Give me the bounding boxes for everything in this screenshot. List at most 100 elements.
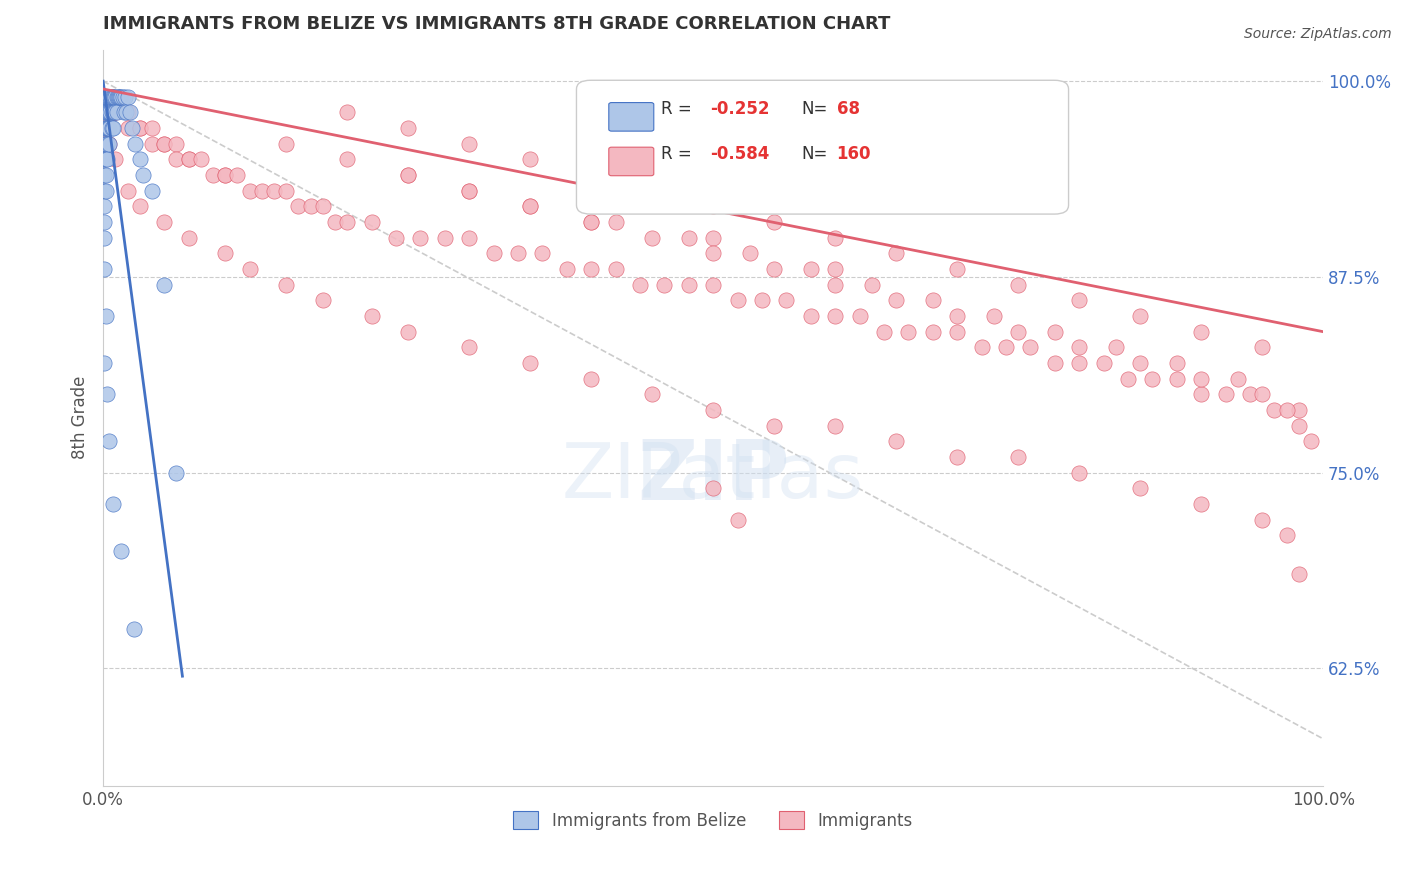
- Point: [112, 105, 135, 120]
- Point: [396, 325, 419, 339]
- Point: [214, 246, 236, 260]
- Point: [165, 136, 187, 151]
- Point: [96, 105, 118, 120]
- Point: [1129, 309, 1152, 323]
- Point: [104, 105, 127, 120]
- Point: [1189, 387, 1212, 401]
- Point: [1189, 325, 1212, 339]
- Point: [94, 90, 117, 104]
- Point: [93, 199, 115, 213]
- Point: [409, 231, 432, 245]
- Point: [641, 387, 664, 401]
- Point: [702, 199, 724, 213]
- Point: [336, 215, 359, 229]
- Point: [751, 293, 773, 308]
- Point: [104, 105, 127, 120]
- Point: [153, 277, 176, 292]
- Point: [579, 215, 602, 229]
- Point: [105, 105, 128, 120]
- Point: [1239, 387, 1261, 401]
- Point: [1069, 356, 1091, 370]
- Point: [1019, 340, 1042, 354]
- Point: [519, 153, 541, 167]
- Point: [458, 184, 481, 198]
- Point: [727, 293, 749, 308]
- Point: [100, 105, 122, 120]
- Text: ZIP: ZIP: [637, 436, 789, 517]
- Point: [98, 136, 121, 151]
- Point: [100, 90, 122, 104]
- Point: [738, 246, 761, 260]
- Point: [579, 215, 602, 229]
- Point: [396, 121, 419, 136]
- Point: [98, 434, 121, 449]
- Point: [1288, 403, 1310, 417]
- Point: [103, 90, 125, 104]
- Point: [702, 277, 724, 292]
- Point: [897, 325, 920, 339]
- Point: [946, 262, 969, 277]
- Point: [702, 481, 724, 495]
- Point: [873, 325, 896, 339]
- Point: [946, 450, 969, 464]
- Point: [1142, 372, 1164, 386]
- Point: [96, 153, 118, 167]
- Point: [678, 231, 700, 245]
- Point: [994, 340, 1017, 354]
- Point: [323, 215, 346, 229]
- Point: [93, 356, 115, 370]
- Point: [98, 90, 121, 104]
- Point: [824, 277, 846, 292]
- Point: [641, 184, 664, 198]
- Point: [276, 277, 298, 292]
- Point: [101, 121, 124, 136]
- Point: [1043, 325, 1066, 339]
- Point: [214, 168, 236, 182]
- Point: [121, 121, 143, 136]
- Point: [110, 90, 132, 104]
- Point: [153, 215, 176, 229]
- Point: [101, 90, 124, 104]
- Point: [1069, 466, 1091, 480]
- Point: [763, 418, 786, 433]
- Point: [118, 105, 141, 120]
- Point: [103, 105, 125, 120]
- Point: [98, 136, 121, 151]
- Point: [1069, 340, 1091, 354]
- Point: [727, 513, 749, 527]
- Point: [1251, 513, 1274, 527]
- Point: [97, 90, 120, 104]
- Point: [336, 105, 359, 120]
- Point: [141, 136, 163, 151]
- Point: [94, 90, 117, 104]
- Point: [628, 277, 651, 292]
- Point: [238, 262, 260, 277]
- Point: [128, 199, 150, 213]
- Point: [775, 293, 797, 308]
- Point: [433, 231, 456, 245]
- Point: [763, 215, 786, 229]
- Point: [652, 277, 675, 292]
- Point: [824, 309, 846, 323]
- Text: IMMIGRANTS FROM BELIZE VS IMMIGRANTS 8TH GRADE CORRELATION CHART: IMMIGRANTS FROM BELIZE VS IMMIGRANTS 8TH…: [103, 15, 890, 33]
- Point: [108, 90, 131, 104]
- Point: [128, 153, 150, 167]
- Point: [141, 121, 163, 136]
- Point: [579, 168, 602, 182]
- Point: [263, 184, 285, 198]
- Point: [93, 184, 115, 198]
- Point: [763, 262, 786, 277]
- Point: [110, 544, 132, 558]
- Point: [1226, 372, 1249, 386]
- Point: [94, 121, 117, 136]
- Point: [190, 153, 212, 167]
- Point: [122, 622, 145, 636]
- Point: [1189, 497, 1212, 511]
- Point: [884, 293, 907, 308]
- Point: [678, 277, 700, 292]
- Point: [101, 497, 124, 511]
- Point: [1275, 528, 1298, 542]
- Point: [96, 90, 118, 104]
- Point: [1288, 418, 1310, 433]
- Point: [101, 90, 124, 104]
